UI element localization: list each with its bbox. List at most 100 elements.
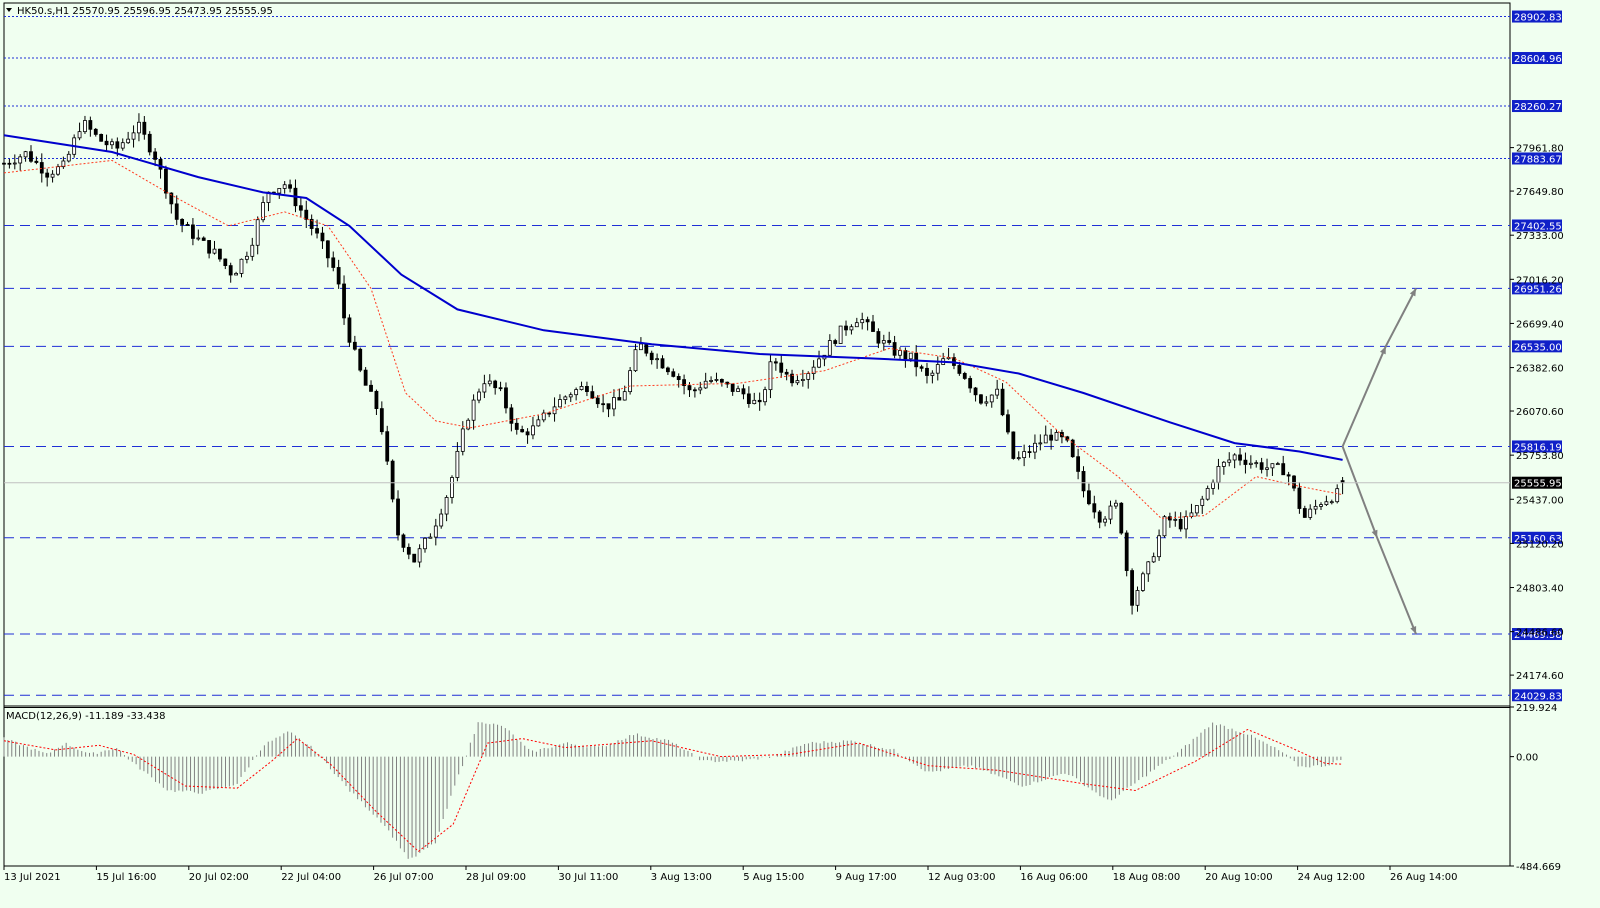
level-label: 28604.96 — [1514, 54, 1562, 65]
macd-histogram — [3, 722, 1342, 859]
candle-body — [536, 419, 541, 427]
candle — [736, 385, 740, 392]
time-tick-label: 20 Aug 10:00 — [1205, 872, 1272, 883]
candle — [401, 533, 406, 553]
price-tick-label: 27016.20 — [1516, 275, 1564, 286]
macd-signal-path — [3, 728, 1343, 853]
candle-body — [77, 131, 82, 139]
triangle-down-icon[interactable] — [6, 8, 12, 12]
candle — [919, 364, 924, 372]
candle-body — [1016, 457, 1021, 460]
candle-body — [1324, 501, 1329, 506]
candle — [1232, 453, 1237, 469]
macd-signal-line — [3, 728, 1343, 853]
price-tick-label: 24486.60 — [1516, 628, 1564, 639]
candle — [298, 196, 303, 217]
candle-body — [439, 513, 444, 527]
candle — [363, 367, 368, 386]
forecast-arrow[interactable] — [1341, 446, 1417, 635]
candle — [876, 328, 881, 349]
candle-body — [385, 431, 390, 462]
candle-body — [860, 319, 865, 324]
candle — [244, 251, 249, 264]
candle-body — [12, 162, 17, 165]
candle-body — [1130, 570, 1134, 606]
forecast-arrows[interactable] — [1341, 287, 1417, 635]
candle — [784, 368, 789, 381]
candle-body — [83, 120, 87, 133]
candle — [18, 154, 23, 171]
candle-body — [147, 133, 152, 153]
price-tick-label: 24803.40 — [1516, 584, 1564, 595]
time-tick-label: 13 Jul 2021 — [4, 872, 61, 883]
price-axis[interactable]: 27961.80 27649.80 27333.00 27016.20 26699.40… — [1510, 144, 1564, 683]
candle-body — [131, 132, 136, 140]
candle-body — [250, 244, 255, 257]
candle-body — [369, 384, 373, 392]
candle — [1162, 515, 1167, 538]
candle — [790, 369, 794, 387]
candle — [1286, 471, 1291, 486]
candle — [110, 138, 114, 150]
candle — [1167, 512, 1172, 528]
candle-body — [158, 158, 163, 170]
candle — [871, 314, 875, 332]
candle — [1065, 435, 1070, 443]
candle — [952, 353, 956, 370]
candle — [925, 362, 929, 384]
candle — [1113, 499, 1118, 509]
candle-body — [169, 192, 174, 205]
candle-body — [444, 497, 449, 515]
plot-border — [3, 2, 1511, 867]
candle — [83, 115, 87, 134]
candle-body — [671, 371, 676, 377]
candle — [433, 518, 438, 546]
candle — [61, 156, 66, 169]
forecast-arrow[interactable] — [1341, 287, 1417, 447]
candle — [514, 418, 519, 435]
candle — [806, 371, 811, 389]
candle-body — [288, 184, 292, 189]
time-tick-label: 15 Jul 16:00 — [96, 872, 156, 883]
candle — [153, 148, 158, 167]
candle — [1200, 495, 1205, 514]
candle — [88, 116, 93, 137]
candle — [212, 240, 217, 255]
candle — [795, 375, 800, 386]
candle — [406, 543, 411, 560]
price-tick-label: 24174.60 — [1516, 671, 1564, 682]
candle-body — [363, 369, 368, 386]
candle — [12, 154, 17, 170]
time-axis[interactable]: 13 Jul 2021 15 Jul 16:00 20 Jul 02:00 22 Ju… — [3, 866, 1457, 883]
candle-body — [1232, 454, 1237, 461]
candle-body — [633, 349, 638, 372]
candle-body — [719, 379, 724, 383]
candle — [396, 490, 400, 541]
candle — [1092, 495, 1097, 519]
current-price: 25555.95 — [4, 476, 1562, 490]
candle — [137, 113, 141, 142]
candle-body — [612, 397, 616, 410]
candle-body — [898, 350, 902, 356]
candle — [1173, 511, 1178, 527]
candle — [390, 459, 395, 503]
candle-body — [412, 553, 417, 563]
horizontal-levels[interactable]: 28902.83 28604.96 28260.27 27883.67 27402.55… — [4, 10, 1562, 703]
candle-body — [1216, 466, 1221, 483]
candle-body — [595, 397, 600, 405]
candle — [164, 165, 168, 199]
macd-tick-label: 219.924 — [1516, 703, 1557, 714]
candle — [800, 369, 805, 387]
candle-body — [714, 379, 719, 381]
candle-body — [1302, 508, 1307, 518]
candle-body — [1184, 516, 1188, 530]
candle-body — [390, 460, 395, 500]
candle — [29, 145, 33, 163]
candle-body — [558, 399, 562, 408]
candle-body — [477, 391, 481, 401]
candle-body — [18, 156, 23, 164]
candle — [1297, 482, 1302, 514]
level-tag — [1512, 10, 1562, 23]
